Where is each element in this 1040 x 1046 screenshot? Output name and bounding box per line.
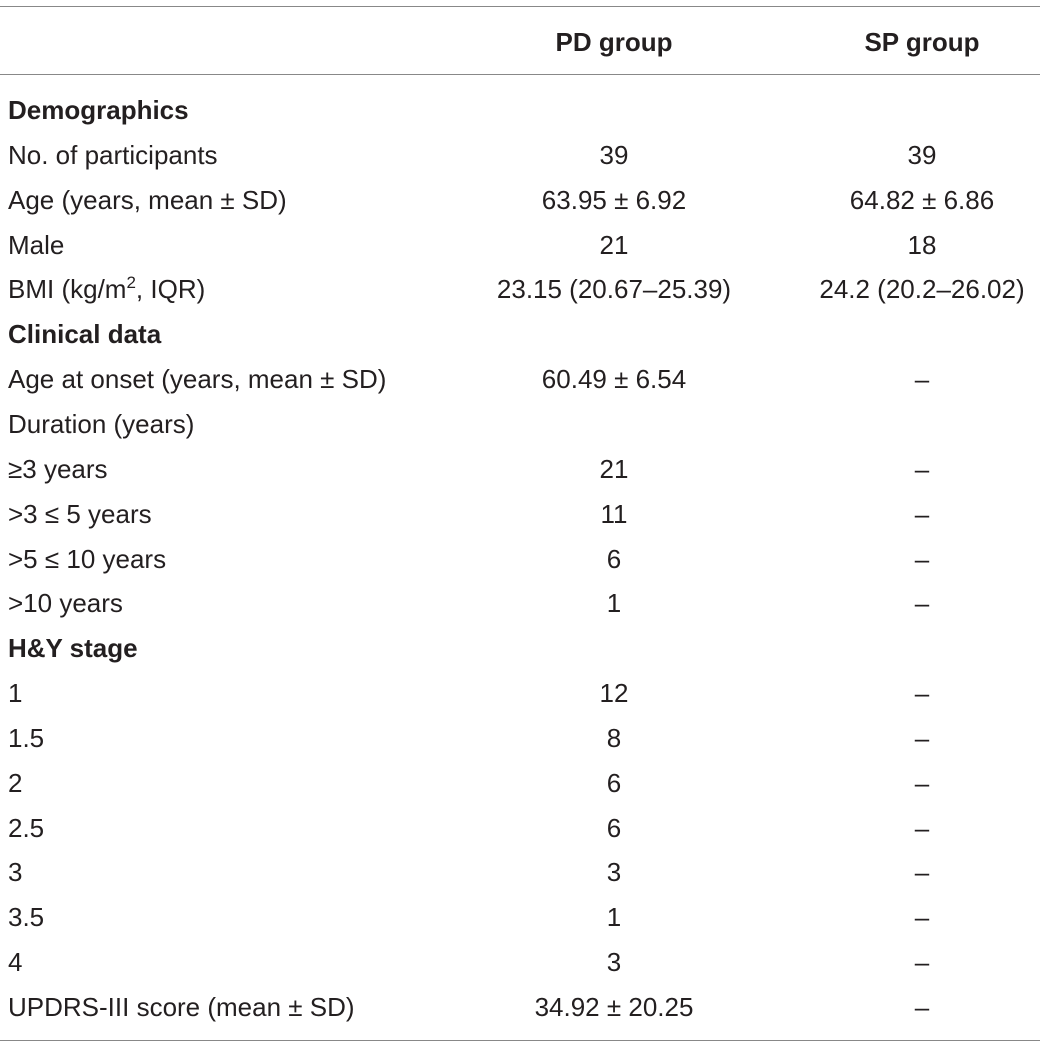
section-heading: Demographics bbox=[8, 95, 189, 125]
row-label: >10 years bbox=[8, 588, 123, 618]
pd-value: 1 bbox=[606, 902, 622, 933]
row-label: >3 ≤ 5 years bbox=[8, 499, 152, 529]
label-text: ≥3 years bbox=[8, 453, 108, 484]
header-rule bbox=[0, 74, 1040, 75]
pd-value: 3 bbox=[606, 857, 622, 888]
row-label: >5 ≤ 10 years bbox=[8, 544, 166, 574]
sp-value: – bbox=[914, 812, 930, 843]
label-text: UPDRS-III score (mean ± SD) bbox=[8, 992, 355, 1022]
sp-value: – bbox=[914, 543, 930, 574]
sp-value: 24.2 (20.2–26.02) bbox=[819, 274, 1025, 305]
sp-value: – bbox=[914, 364, 930, 395]
sp-value: – bbox=[914, 588, 930, 619]
label-text: >3 ≤ 5 years bbox=[8, 498, 152, 529]
sp-value: – bbox=[914, 722, 930, 753]
row-label: 1.5 bbox=[8, 723, 44, 753]
label-text: 2.5 bbox=[8, 812, 45, 843]
row-label: UPDRS-III score (mean ± SD) bbox=[8, 992, 355, 1022]
sp-value: – bbox=[914, 902, 930, 933]
row-label: 3 bbox=[8, 857, 22, 887]
pd-value: 6 bbox=[606, 543, 622, 574]
pd-value: 39 bbox=[599, 139, 629, 170]
label-text: >10 years bbox=[8, 588, 123, 619]
column-header: PD group bbox=[555, 27, 673, 57]
pd-value: 60.49 ± 6.54 bbox=[541, 364, 687, 395]
label-text: Male bbox=[8, 229, 65, 260]
row-label: 1 bbox=[8, 678, 22, 708]
pd-value: 12 bbox=[599, 678, 629, 709]
sp-value: – bbox=[914, 947, 930, 978]
pd-value: 23.15 (20.67–25.39) bbox=[496, 274, 732, 305]
sp-value: 64.82 ± 6.86 bbox=[849, 184, 995, 215]
pd-value: 6 bbox=[606, 812, 622, 843]
sp-value: – bbox=[914, 767, 930, 798]
pd-value: 63.95 ± 6.92 bbox=[541, 184, 687, 215]
label-text: BMI (kg/m bbox=[8, 274, 127, 305]
sp-value: – bbox=[914, 678, 930, 709]
label-text: 1 bbox=[8, 678, 23, 709]
row-label: Age (years, mean ± SD) bbox=[8, 185, 287, 215]
top-rule bbox=[0, 6, 1040, 7]
label-text: >5 ≤ 10 years bbox=[8, 543, 167, 574]
label-text: 3.5 bbox=[8, 902, 45, 933]
sp-value: – bbox=[914, 857, 930, 888]
sp-value: 18 bbox=[907, 229, 937, 260]
label-text: 1.5 bbox=[8, 722, 45, 753]
pd-value: 34.92 ± 20.25 bbox=[534, 992, 694, 1022]
label-text: Age (years, mean ± SD) bbox=[8, 184, 287, 215]
pd-value: 21 bbox=[599, 453, 629, 484]
label-text: , IQR) bbox=[135, 274, 206, 305]
label-text: 2 bbox=[8, 767, 23, 798]
row-label: 3.5 bbox=[8, 902, 44, 932]
label-text: 4 bbox=[8, 947, 23, 978]
row-label: 2 bbox=[8, 768, 22, 798]
sp-value: – bbox=[914, 992, 930, 1022]
pd-value: 3 bbox=[606, 947, 622, 978]
section-heading: Clinical data bbox=[8, 319, 162, 350]
pd-value: 8 bbox=[606, 722, 622, 753]
row-label: No. of participants bbox=[8, 140, 218, 170]
label-text: 3 bbox=[8, 857, 23, 888]
pd-value: 11 bbox=[600, 498, 628, 529]
row-label: Duration (years) bbox=[8, 409, 194, 439]
label-text: Age at onset (years, mean ± SD) bbox=[8, 364, 387, 395]
label-text: Duration (years) bbox=[8, 408, 195, 439]
section-heading: H&Y stage bbox=[8, 633, 138, 664]
row-label: BMI (kg/m2, IQR) bbox=[8, 274, 205, 304]
pd-value: 1 bbox=[606, 588, 622, 619]
column-header: SP group bbox=[864, 27, 980, 57]
row-label: 4 bbox=[8, 947, 22, 977]
row-label: ≥3 years bbox=[8, 454, 108, 484]
bottom-rule bbox=[0, 1040, 1040, 1041]
sp-value: – bbox=[914, 453, 930, 484]
label-superscript: 2 bbox=[126, 273, 136, 293]
sp-value: – bbox=[914, 498, 930, 529]
label-text: No. of participants bbox=[8, 139, 218, 170]
sp-value: 39 bbox=[907, 139, 937, 170]
row-label: Age at onset (years, mean ± SD) bbox=[8, 364, 386, 394]
row-label: Male bbox=[8, 230, 64, 260]
pd-value: 21 bbox=[599, 229, 629, 260]
pd-value: 6 bbox=[606, 767, 622, 798]
row-label: 2.5 bbox=[8, 813, 44, 843]
